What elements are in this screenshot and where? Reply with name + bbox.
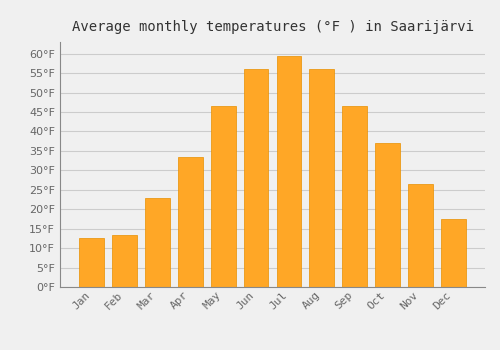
Title: Average monthly temperatures (°F ) in Saarijärvi: Average monthly temperatures (°F ) in Sa…	[72, 20, 473, 34]
Bar	[244, 69, 268, 287]
Bar	[145, 197, 170, 287]
Bar	[178, 157, 203, 287]
Bar	[408, 184, 433, 287]
Bar	[376, 143, 400, 287]
Bar	[80, 238, 104, 287]
Bar	[342, 106, 367, 287]
Bar	[441, 219, 466, 287]
Bar	[276, 56, 301, 287]
Bar	[211, 106, 236, 287]
Bar	[112, 234, 137, 287]
Bar	[310, 69, 334, 287]
